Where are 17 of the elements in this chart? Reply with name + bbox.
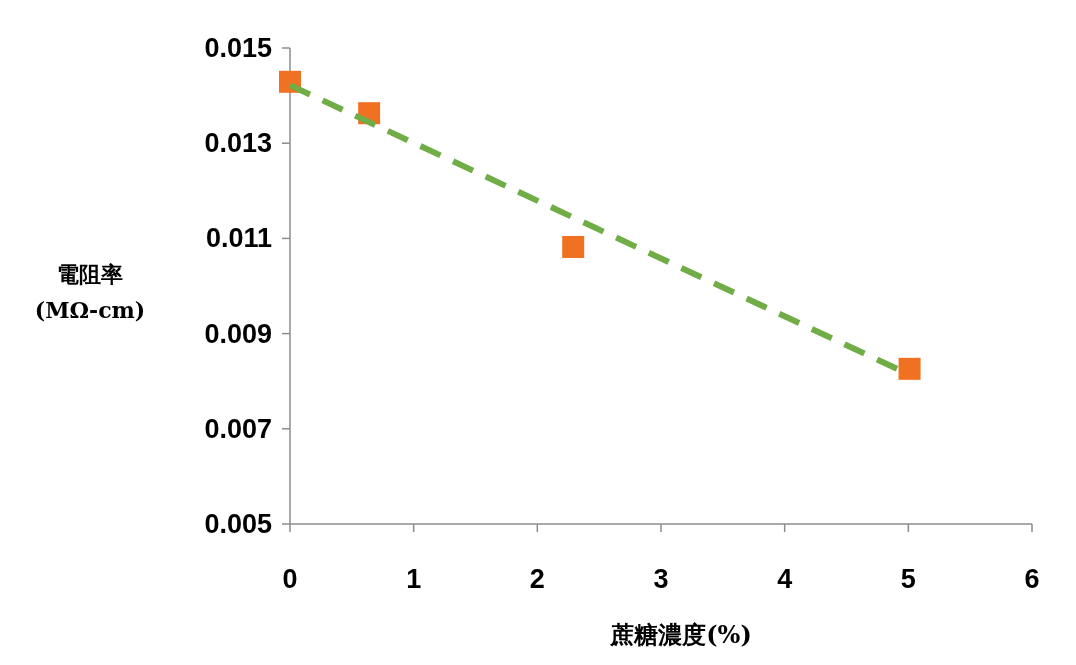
- y-tick-label: 0.005: [204, 509, 272, 539]
- x-tick-label: 1: [406, 564, 422, 594]
- y-tick-label: 0.007: [204, 413, 272, 444]
- y-tick-label: 0.013: [204, 128, 272, 159]
- x-tick-label: 2: [529, 564, 545, 594]
- y-axis-title: 電阻率 (MΩ-cm): [34, 261, 146, 323]
- x-tick-label: 3: [653, 564, 669, 594]
- x-tick-label: 4: [777, 564, 793, 594]
- y-tick-label: 0.011: [205, 223, 272, 254]
- x-axis-title: 蔗糖濃度(%): [609, 620, 752, 649]
- x-tick-label: 5: [900, 564, 916, 594]
- point: [898, 357, 921, 380]
- point: [562, 235, 585, 258]
- y-tick-label: 0.015: [204, 33, 272, 63]
- x-tick-label: 6: [1024, 564, 1040, 594]
- x-tick-label: 0: [282, 564, 298, 594]
- y-tick-label: 0.009: [204, 318, 272, 349]
